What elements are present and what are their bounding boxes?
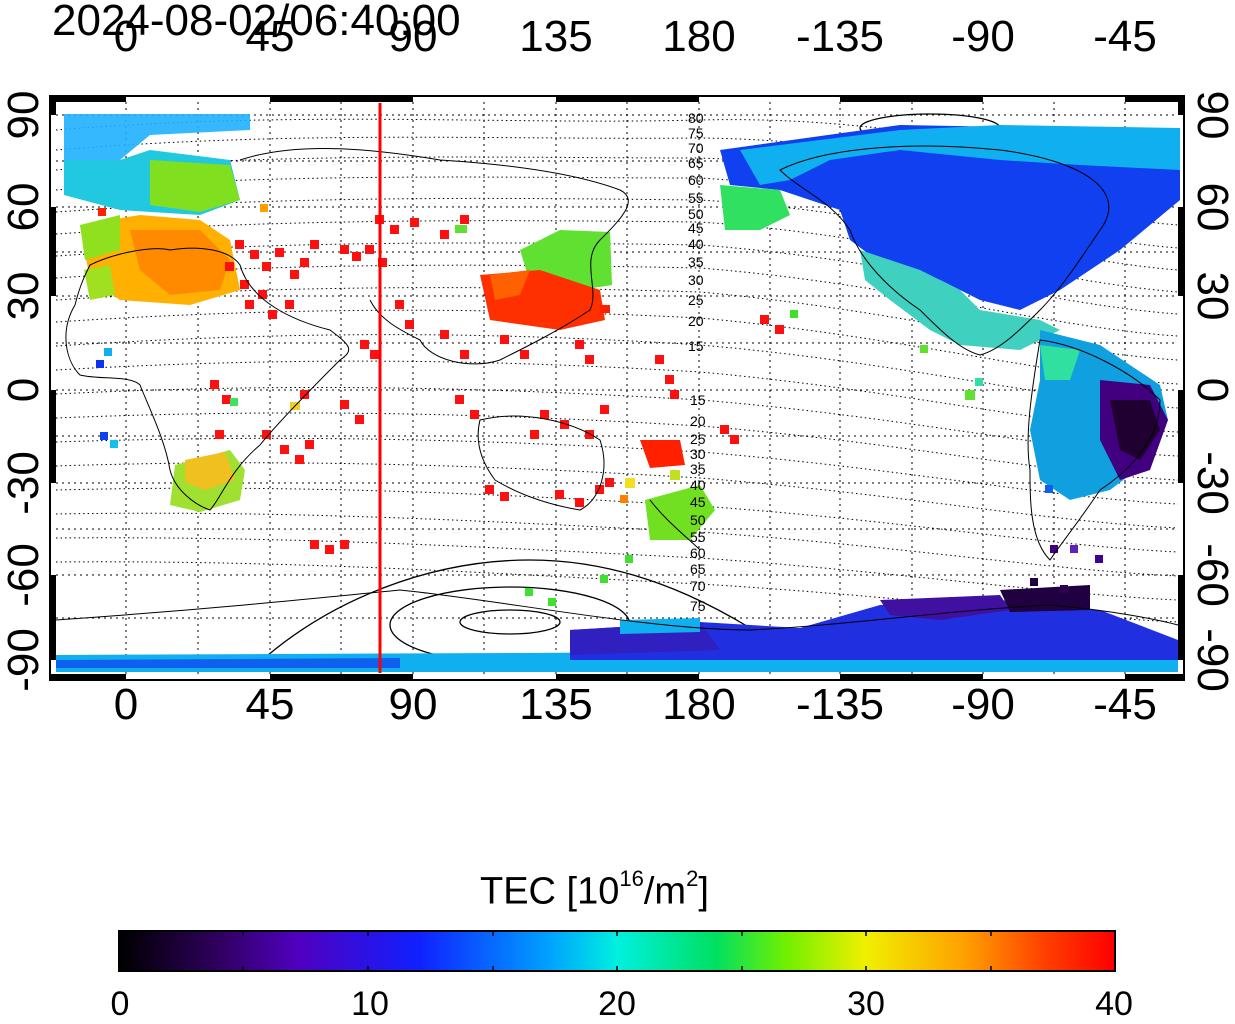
- bottom-tick: 45: [245, 680, 295, 729]
- colorbar: [118, 930, 1116, 972]
- contour-label: 60: [690, 545, 706, 561]
- contour-label: 40: [690, 477, 706, 493]
- frame-tick-bars: [50, 96, 1184, 680]
- colorbar-title-close: ]: [698, 870, 709, 913]
- colorbar-title-unit-exponent: 2: [686, 866, 699, 891]
- contour-label: 45: [688, 220, 704, 236]
- contour-label: 65: [690, 561, 706, 577]
- contour-label: 35: [690, 461, 706, 477]
- contour-label: 45: [690, 494, 706, 510]
- tec-scatter-points: [210, 215, 784, 554]
- colorbar-tick: 10: [351, 985, 389, 1023]
- contour-label: 60: [688, 172, 704, 188]
- coastlines: [55, 145, 1179, 631]
- contour-label: 15: [690, 392, 706, 408]
- colorbar-title-exponent: 16: [619, 866, 644, 891]
- contour-label: 20: [688, 313, 704, 329]
- bottom-tick: 180: [662, 680, 736, 729]
- top-tick: 45: [245, 12, 295, 61]
- bottom-tick: 135: [519, 680, 593, 729]
- contour-label: 55: [690, 529, 706, 545]
- top-tick: 180: [662, 12, 736, 61]
- contour-label: 40: [688, 236, 704, 252]
- contour-label: 70: [690, 578, 706, 594]
- colorbar-title-text: TEC [10: [480, 870, 620, 913]
- colorbar-tick: 30: [847, 985, 885, 1023]
- contour-label: 30: [690, 446, 706, 462]
- colorbar-tick: 40: [1095, 985, 1133, 1023]
- contour-label: 25: [688, 292, 704, 308]
- timestamp-title: 2024-08-02/06:40:00: [52, 0, 461, 45]
- bottom-tick: -45: [1093, 680, 1157, 729]
- colorbar-title: TEC [1016/m2]: [480, 866, 709, 914]
- contour-label: 30: [688, 272, 704, 288]
- top-tick: 90: [388, 12, 438, 61]
- contour-label: 50: [688, 206, 704, 222]
- top-tick: -90: [951, 12, 1015, 61]
- bottom-tick: -135: [795, 680, 885, 729]
- top-tick: 135: [519, 12, 593, 61]
- bottom-tick: 90: [388, 680, 438, 729]
- colorbar-title-unit: /m: [643, 870, 687, 913]
- contour-label: 25: [690, 431, 706, 447]
- contour-label: 15: [688, 338, 704, 354]
- contour-label: 75: [690, 598, 706, 614]
- tec-data-patches: [56, 114, 1180, 672]
- contour-label: 70: [688, 140, 704, 156]
- contour-label: 75: [688, 125, 704, 141]
- contour-label: 50: [690, 512, 706, 528]
- contour-label: 55: [688, 190, 704, 206]
- contour-label: 35: [688, 254, 704, 270]
- top-tick: 0: [113, 12, 139, 61]
- colorbar-tick: 20: [598, 985, 636, 1023]
- top-tick: -45: [1093, 12, 1157, 61]
- bottom-tick: 0: [113, 680, 139, 729]
- colorbar-tick: 0: [110, 985, 130, 1023]
- contour-label: 20: [690, 413, 706, 429]
- tec-scatter-points-colored: [96, 204, 1103, 606]
- top-tick: -135: [795, 12, 885, 61]
- contour-label: 65: [688, 155, 704, 171]
- contour-label: 80: [688, 110, 704, 126]
- bottom-tick: -90: [951, 680, 1015, 729]
- graticule: [56, 102, 1178, 674]
